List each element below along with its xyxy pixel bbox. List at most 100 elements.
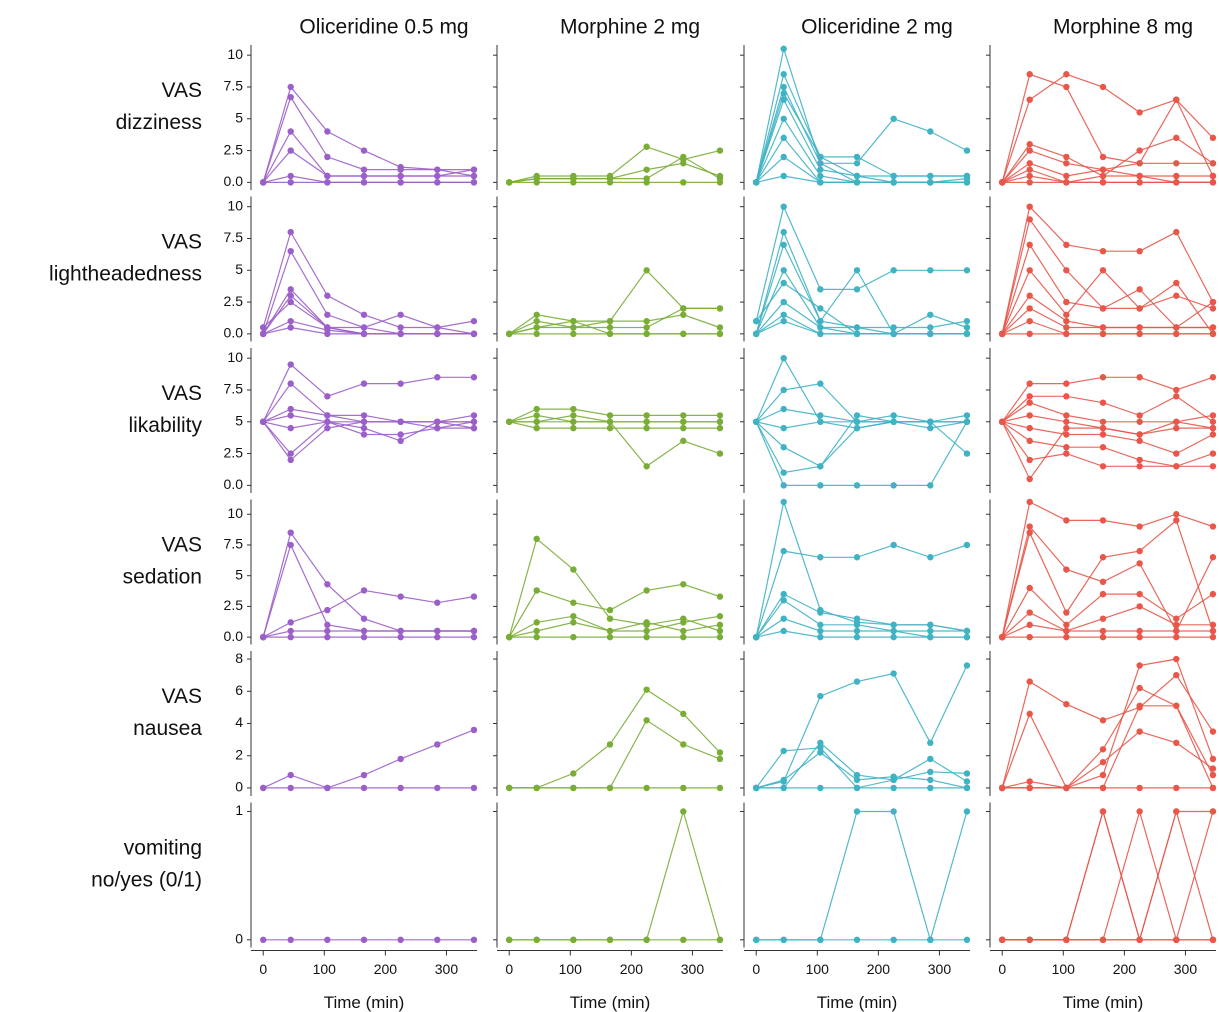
series-line <box>1001 587 1214 638</box>
x-axis-label: Time (min) <box>817 993 898 1012</box>
series-line <box>1001 658 1214 789</box>
data-point <box>890 670 897 677</box>
y-tick-label: 5 <box>235 261 243 277</box>
data-point <box>853 936 861 944</box>
data-point <box>360 633 368 641</box>
data-point <box>1099 590 1107 598</box>
data-point <box>1209 633 1217 641</box>
y-tick-label: 1 <box>235 802 243 818</box>
data-point <box>853 172 861 180</box>
data-point <box>1173 418 1180 425</box>
y-tick-label: 5 <box>235 109 243 125</box>
data-point <box>680 619 687 626</box>
data-point <box>817 179 824 186</box>
data-point <box>1136 463 1143 470</box>
data-point <box>1026 621 1033 629</box>
data-point <box>927 482 934 489</box>
data-point <box>360 627 368 635</box>
data-point <box>680 784 687 792</box>
data-point <box>643 143 650 150</box>
data-point <box>1026 305 1033 312</box>
data-point <box>817 412 824 419</box>
series-line <box>262 729 475 789</box>
data-point <box>1136 603 1143 610</box>
data-point <box>643 463 650 470</box>
data-point <box>780 627 787 635</box>
data-point <box>606 633 614 641</box>
data-point <box>927 172 934 180</box>
data-point <box>1209 808 1217 815</box>
y-tick-label: 10 <box>227 46 243 62</box>
data-point <box>397 330 404 338</box>
data-point <box>780 444 787 451</box>
data-point <box>890 773 897 780</box>
data-point <box>1209 172 1217 180</box>
series-line <box>1002 175 1213 183</box>
data-point <box>963 172 971 180</box>
data-point <box>1136 172 1143 180</box>
data-point <box>1209 771 1217 779</box>
data-point <box>817 418 824 425</box>
data-point <box>680 153 687 161</box>
series-line <box>755 117 967 183</box>
data-point <box>1026 96 1033 103</box>
data-point <box>1063 241 1070 249</box>
x-tick-label: 200 <box>374 961 398 977</box>
row-label: nausea <box>133 717 202 740</box>
data-point <box>533 936 540 944</box>
data-point <box>963 324 971 331</box>
data-point <box>397 166 404 173</box>
series-line <box>755 356 968 455</box>
data-point <box>1209 784 1217 792</box>
data-point <box>1209 324 1217 331</box>
data-point <box>716 627 724 635</box>
data-point <box>1136 728 1143 735</box>
row-label: VAS <box>162 79 202 102</box>
data-point <box>853 412 861 419</box>
data-point <box>1136 560 1143 567</box>
series-line <box>262 130 475 183</box>
data-point <box>890 808 897 815</box>
data-point <box>1209 179 1217 186</box>
data-point <box>1136 590 1143 598</box>
data-point <box>853 621 861 629</box>
data-point <box>1173 330 1180 338</box>
series-line <box>508 269 720 335</box>
data-point <box>397 627 404 635</box>
data-point <box>1099 771 1107 779</box>
data-point <box>397 437 404 445</box>
data-point <box>570 784 577 792</box>
data-point <box>470 374 478 381</box>
data-point <box>1063 936 1070 944</box>
data-point <box>533 179 540 186</box>
data-point <box>1136 147 1143 154</box>
data-point <box>1209 728 1217 735</box>
data-point <box>287 405 294 413</box>
x-tick-label: 0 <box>505 961 513 977</box>
data-point <box>324 172 331 180</box>
data-point <box>397 179 404 186</box>
data-point <box>890 179 897 186</box>
data-point <box>533 619 540 626</box>
data-point <box>360 587 368 594</box>
y-tick-label: 7.5 <box>224 536 244 552</box>
data-point <box>1173 517 1180 524</box>
data-point <box>470 784 478 792</box>
data-point <box>716 412 724 419</box>
data-point <box>817 166 824 173</box>
x-axis-label: Time (min) <box>1063 993 1144 1012</box>
data-point <box>1099 324 1107 331</box>
data-point <box>853 554 861 561</box>
data-point <box>1026 166 1033 173</box>
data-point <box>324 393 331 400</box>
series-line <box>1002 687 1214 789</box>
data-point <box>470 166 478 173</box>
data-point <box>1099 83 1107 91</box>
row-label: likability <box>128 414 202 437</box>
data-point <box>397 936 404 944</box>
data-point <box>287 380 294 387</box>
series-line <box>508 583 721 638</box>
data-point <box>287 172 294 180</box>
series-line <box>1001 624 1213 638</box>
series-line <box>755 499 968 638</box>
